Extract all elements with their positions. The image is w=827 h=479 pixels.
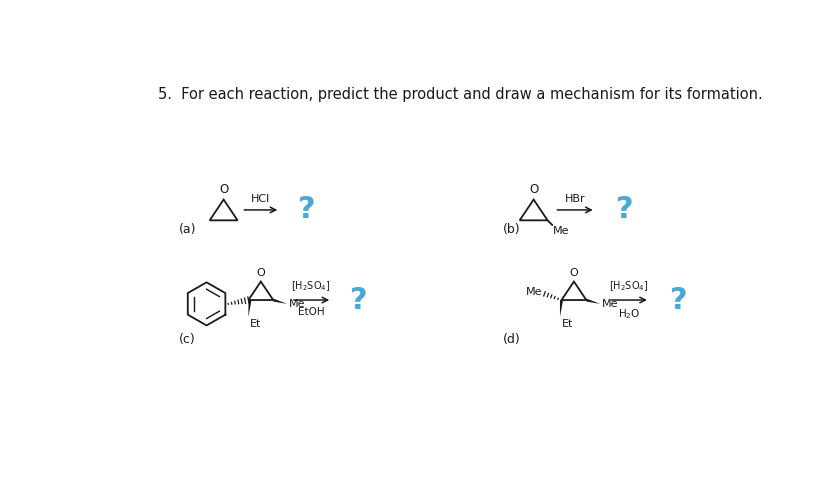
Polygon shape — [559, 300, 562, 317]
Text: EtOH: EtOH — [298, 307, 324, 317]
Text: Me: Me — [601, 299, 618, 309]
Text: Me: Me — [552, 226, 569, 236]
Text: $[\rm{H_2SO_4}]$: $[\rm{H_2SO_4}]$ — [609, 279, 648, 293]
Text: (a): (a) — [179, 223, 196, 236]
Text: ?: ? — [350, 285, 368, 315]
Text: (b): (b) — [503, 223, 520, 236]
Text: O: O — [256, 268, 265, 278]
Text: ?: ? — [298, 195, 315, 225]
Text: O: O — [218, 183, 228, 196]
Text: $\rm{H_2O}$: $\rm{H_2O}$ — [617, 307, 639, 321]
Text: HBr: HBr — [564, 194, 585, 204]
Text: Et: Et — [562, 319, 573, 329]
Text: (c): (c) — [179, 333, 195, 346]
Polygon shape — [248, 300, 251, 317]
Text: Me: Me — [525, 287, 542, 297]
Text: O: O — [569, 268, 577, 278]
Text: $[\rm{H_2SO_4}]$: $[\rm{H_2SO_4}]$ — [291, 279, 331, 293]
Text: ?: ? — [669, 285, 686, 315]
Polygon shape — [273, 298, 287, 304]
Text: ?: ? — [614, 195, 633, 225]
Polygon shape — [586, 298, 600, 304]
Text: (d): (d) — [503, 333, 520, 346]
Text: Me: Me — [289, 299, 305, 309]
Text: HCl: HCl — [251, 194, 270, 204]
Text: O: O — [528, 183, 538, 196]
Text: Et: Et — [250, 319, 261, 329]
Text: 5.  For each reaction, predict the product and draw a mechanism for its formatio: 5. For each reaction, predict the produc… — [158, 87, 762, 102]
